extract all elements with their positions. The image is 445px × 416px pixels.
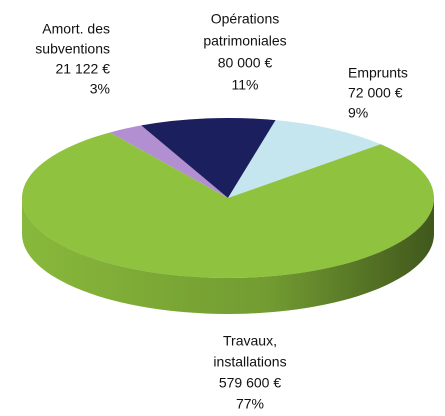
- percent-label: 77%: [236, 396, 264, 412]
- slice-label: Opérations: [211, 11, 279, 27]
- value-label: 80 000 €: [218, 55, 273, 71]
- slice-label: patrimoniales: [203, 33, 286, 49]
- slice-label: installations: [213, 354, 286, 370]
- slice-label: Emprunts: [348, 65, 408, 81]
- slice: [228, 120, 381, 198]
- slice: [109, 125, 228, 198]
- slice: [21, 132, 434, 278]
- slice: [141, 118, 276, 198]
- value-label: 579 600 €: [219, 375, 281, 391]
- slice-label: Travaux,: [223, 333, 277, 349]
- slice-label: subventions: [35, 41, 110, 57]
- percent-label: 3%: [90, 81, 110, 97]
- slice-label: Amort. des: [42, 21, 110, 37]
- percent-label: 11%: [232, 77, 259, 93]
- value-label: 72 000 €: [348, 85, 403, 101]
- slice-side-shade: [22, 198, 434, 314]
- percent-label: 9%: [348, 105, 368, 121]
- value-label: 21 122 €: [56, 61, 111, 77]
